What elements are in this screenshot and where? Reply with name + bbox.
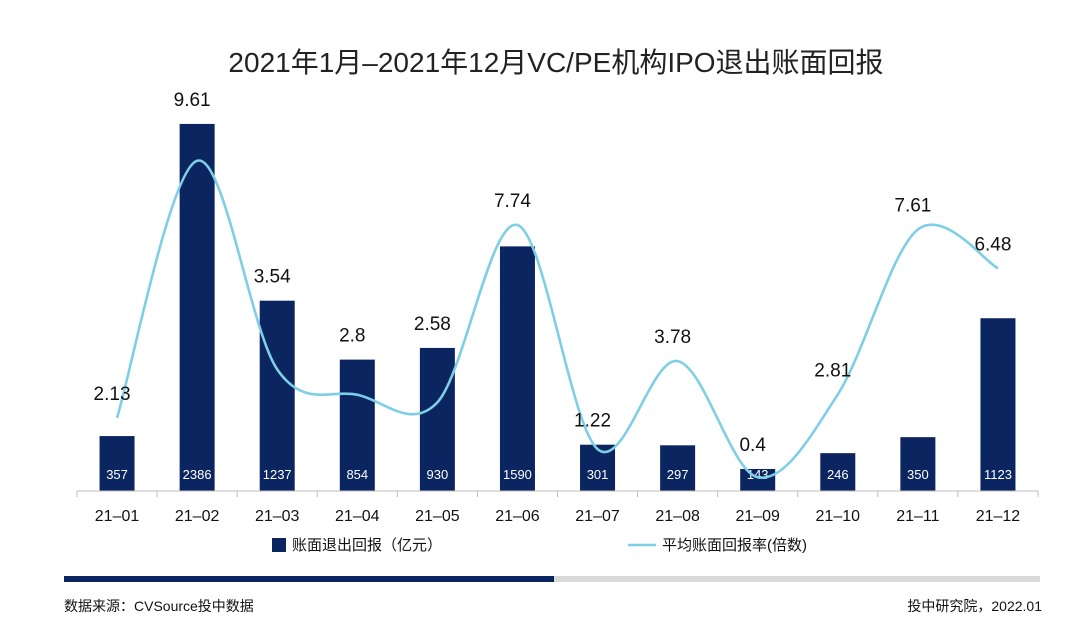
legend: 账面退出回报（亿元） 平均账面回报率(倍数) <box>272 537 807 554</box>
line-series-path <box>115 159 999 479</box>
line-value-label: 7.61 <box>894 195 931 216</box>
footer-rule-light <box>554 576 1040 582</box>
category-label: 21–10 <box>816 508 861 525</box>
bar-21–06 <box>499 246 535 491</box>
bars-group: 357 2386 1237 854 930 1590 301 297 143 246 350 1123 <box>99 123 1016 491</box>
bar-value-label: 246 <box>827 467 849 482</box>
bar-21–01 <box>99 436 135 491</box>
bar-21–09 <box>740 469 776 491</box>
category-label: 21–12 <box>976 508 1021 525</box>
bar-value-label: 301 <box>587 467 609 482</box>
line-value-label: 7.74 <box>494 191 531 212</box>
bar-value-label: 2386 <box>183 467 212 482</box>
bar-21–04 <box>339 359 375 491</box>
category-label: 21–11 <box>896 508 939 525</box>
category-label: 21–09 <box>735 508 780 525</box>
line-value-label: 0.4 <box>739 435 766 456</box>
x-axis: 21–01 21–02 21–03 21–04 21–05 21–06 21–07 21–08… <box>76 490 1039 525</box>
line-value-label: 2.13 <box>94 384 131 405</box>
footer-rule-dark <box>64 576 554 582</box>
category-label: 21–01 <box>95 508 140 525</box>
line-value-label: 1.22 <box>574 411 611 432</box>
bar-value-label: 350 <box>907 467 929 482</box>
category-label: 21–05 <box>415 508 460 525</box>
legend-swatch-bar <box>272 538 286 552</box>
bar-value-label: 930 <box>427 467 449 482</box>
line-value-label: 3.54 <box>254 267 291 288</box>
line-value-label: 6.48 <box>974 234 1011 255</box>
bar-value-label: 854 <box>346 467 368 482</box>
line-value-label: 9.61 <box>174 90 211 111</box>
line-value-label: 2.58 <box>414 314 451 335</box>
category-label: 21–08 <box>655 508 700 525</box>
bar-21–11 <box>900 437 936 491</box>
bar-21–03 <box>259 300 295 491</box>
bar-21–10 <box>820 453 856 491</box>
category-label: 21–06 <box>495 508 540 525</box>
line-value-label: 2.81 <box>814 360 851 381</box>
bar-value-label: 1123 <box>984 467 1012 482</box>
legend-label-bar: 账面退出回报（亿元） <box>292 537 442 554</box>
bar-value-label: 297 <box>667 467 689 482</box>
footer-source: 数据来源：CVSource投中数据 <box>64 598 254 614</box>
line-group: 2.13 9.61 3.54 2.8 2.58 7.74 1.22 3.78 0.4 2.81 7.… <box>94 90 1011 479</box>
line-value-label: 3.78 <box>654 327 691 348</box>
bar-21–08 <box>660 445 696 491</box>
category-label: 21–03 <box>255 508 300 525</box>
bar-value-label: 357 <box>106 467 128 482</box>
bar-21–05 <box>419 347 455 491</box>
line-value-label: 2.8 <box>339 326 365 347</box>
bar-21–02 <box>179 123 215 491</box>
category-label: 21–07 <box>575 508 620 525</box>
legend-label-line: 平均账面回报率(倍数) <box>662 537 807 554</box>
category-label: 21–04 <box>335 508 380 525</box>
bar-value-label: 1590 <box>503 467 532 482</box>
category-label: 21–02 <box>175 508 220 525</box>
footer-credit: 投中研究院，2022.01 <box>907 598 1042 614</box>
chart-title: 2021年1月–2021年12月VC/PE机构IPO退出账面回报 <box>228 47 883 78</box>
bar-21–12 <box>980 318 1016 491</box>
bar-value-label: 1237 <box>263 467 292 482</box>
